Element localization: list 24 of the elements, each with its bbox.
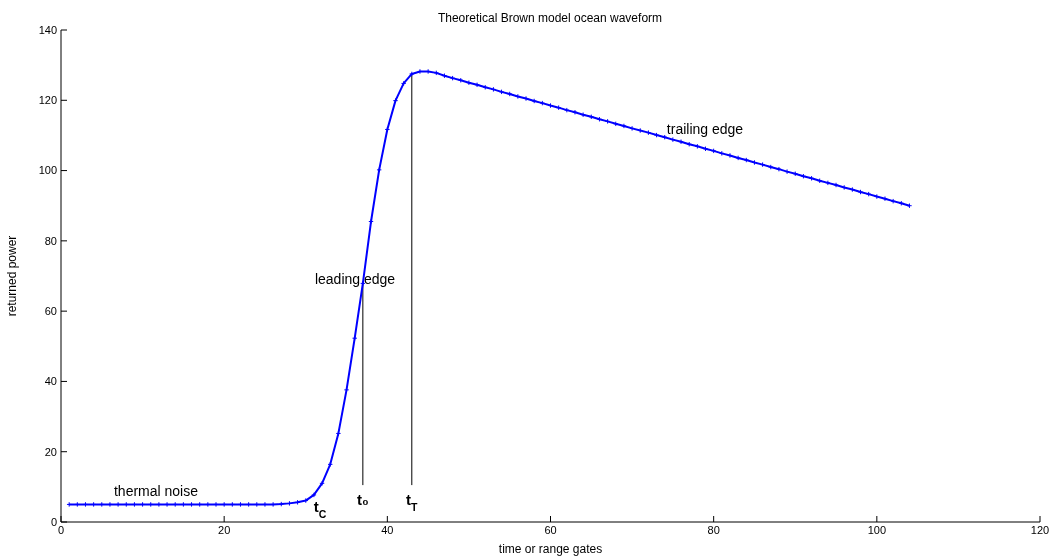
annotation: thermal noise: [113, 483, 199, 499]
y-tick-label: 20: [44, 445, 57, 458]
y-tick-label: 120: [38, 94, 57, 107]
x-tick-label: 120: [1030, 523, 1050, 536]
y-tick-label: 140: [38, 23, 57, 36]
x-tick-label: 100: [867, 523, 887, 536]
ref-line-label: t$_{T}$: [406, 491, 419, 514]
chart-title: Theoretical Brown model ocean waveform: [437, 11, 663, 25]
x-tick-label: 20: [218, 523, 231, 536]
annotation: leading edge: [314, 271, 396, 287]
x-tick-label: 0: [57, 523, 65, 536]
y-tick-label: 100: [38, 164, 57, 177]
x-tick-label: 80: [707, 523, 720, 536]
x-tick-label: 60: [544, 523, 557, 536]
y-tick-label: 80: [44, 234, 57, 247]
x-axis-title: time or range gates: [498, 542, 603, 556]
y-axis-title: returned power: [5, 235, 20, 317]
y-tick-label: 40: [44, 375, 57, 388]
x-tick-label: 40: [381, 523, 394, 536]
y-tick-label: 60: [44, 305, 57, 318]
y-tick-label: 0: [50, 515, 57, 528]
annotation: trailing edge: [666, 121, 744, 137]
ref-line-label: t₀: [356, 491, 369, 509]
annotation: t$_{C}$: [313, 498, 327, 520]
